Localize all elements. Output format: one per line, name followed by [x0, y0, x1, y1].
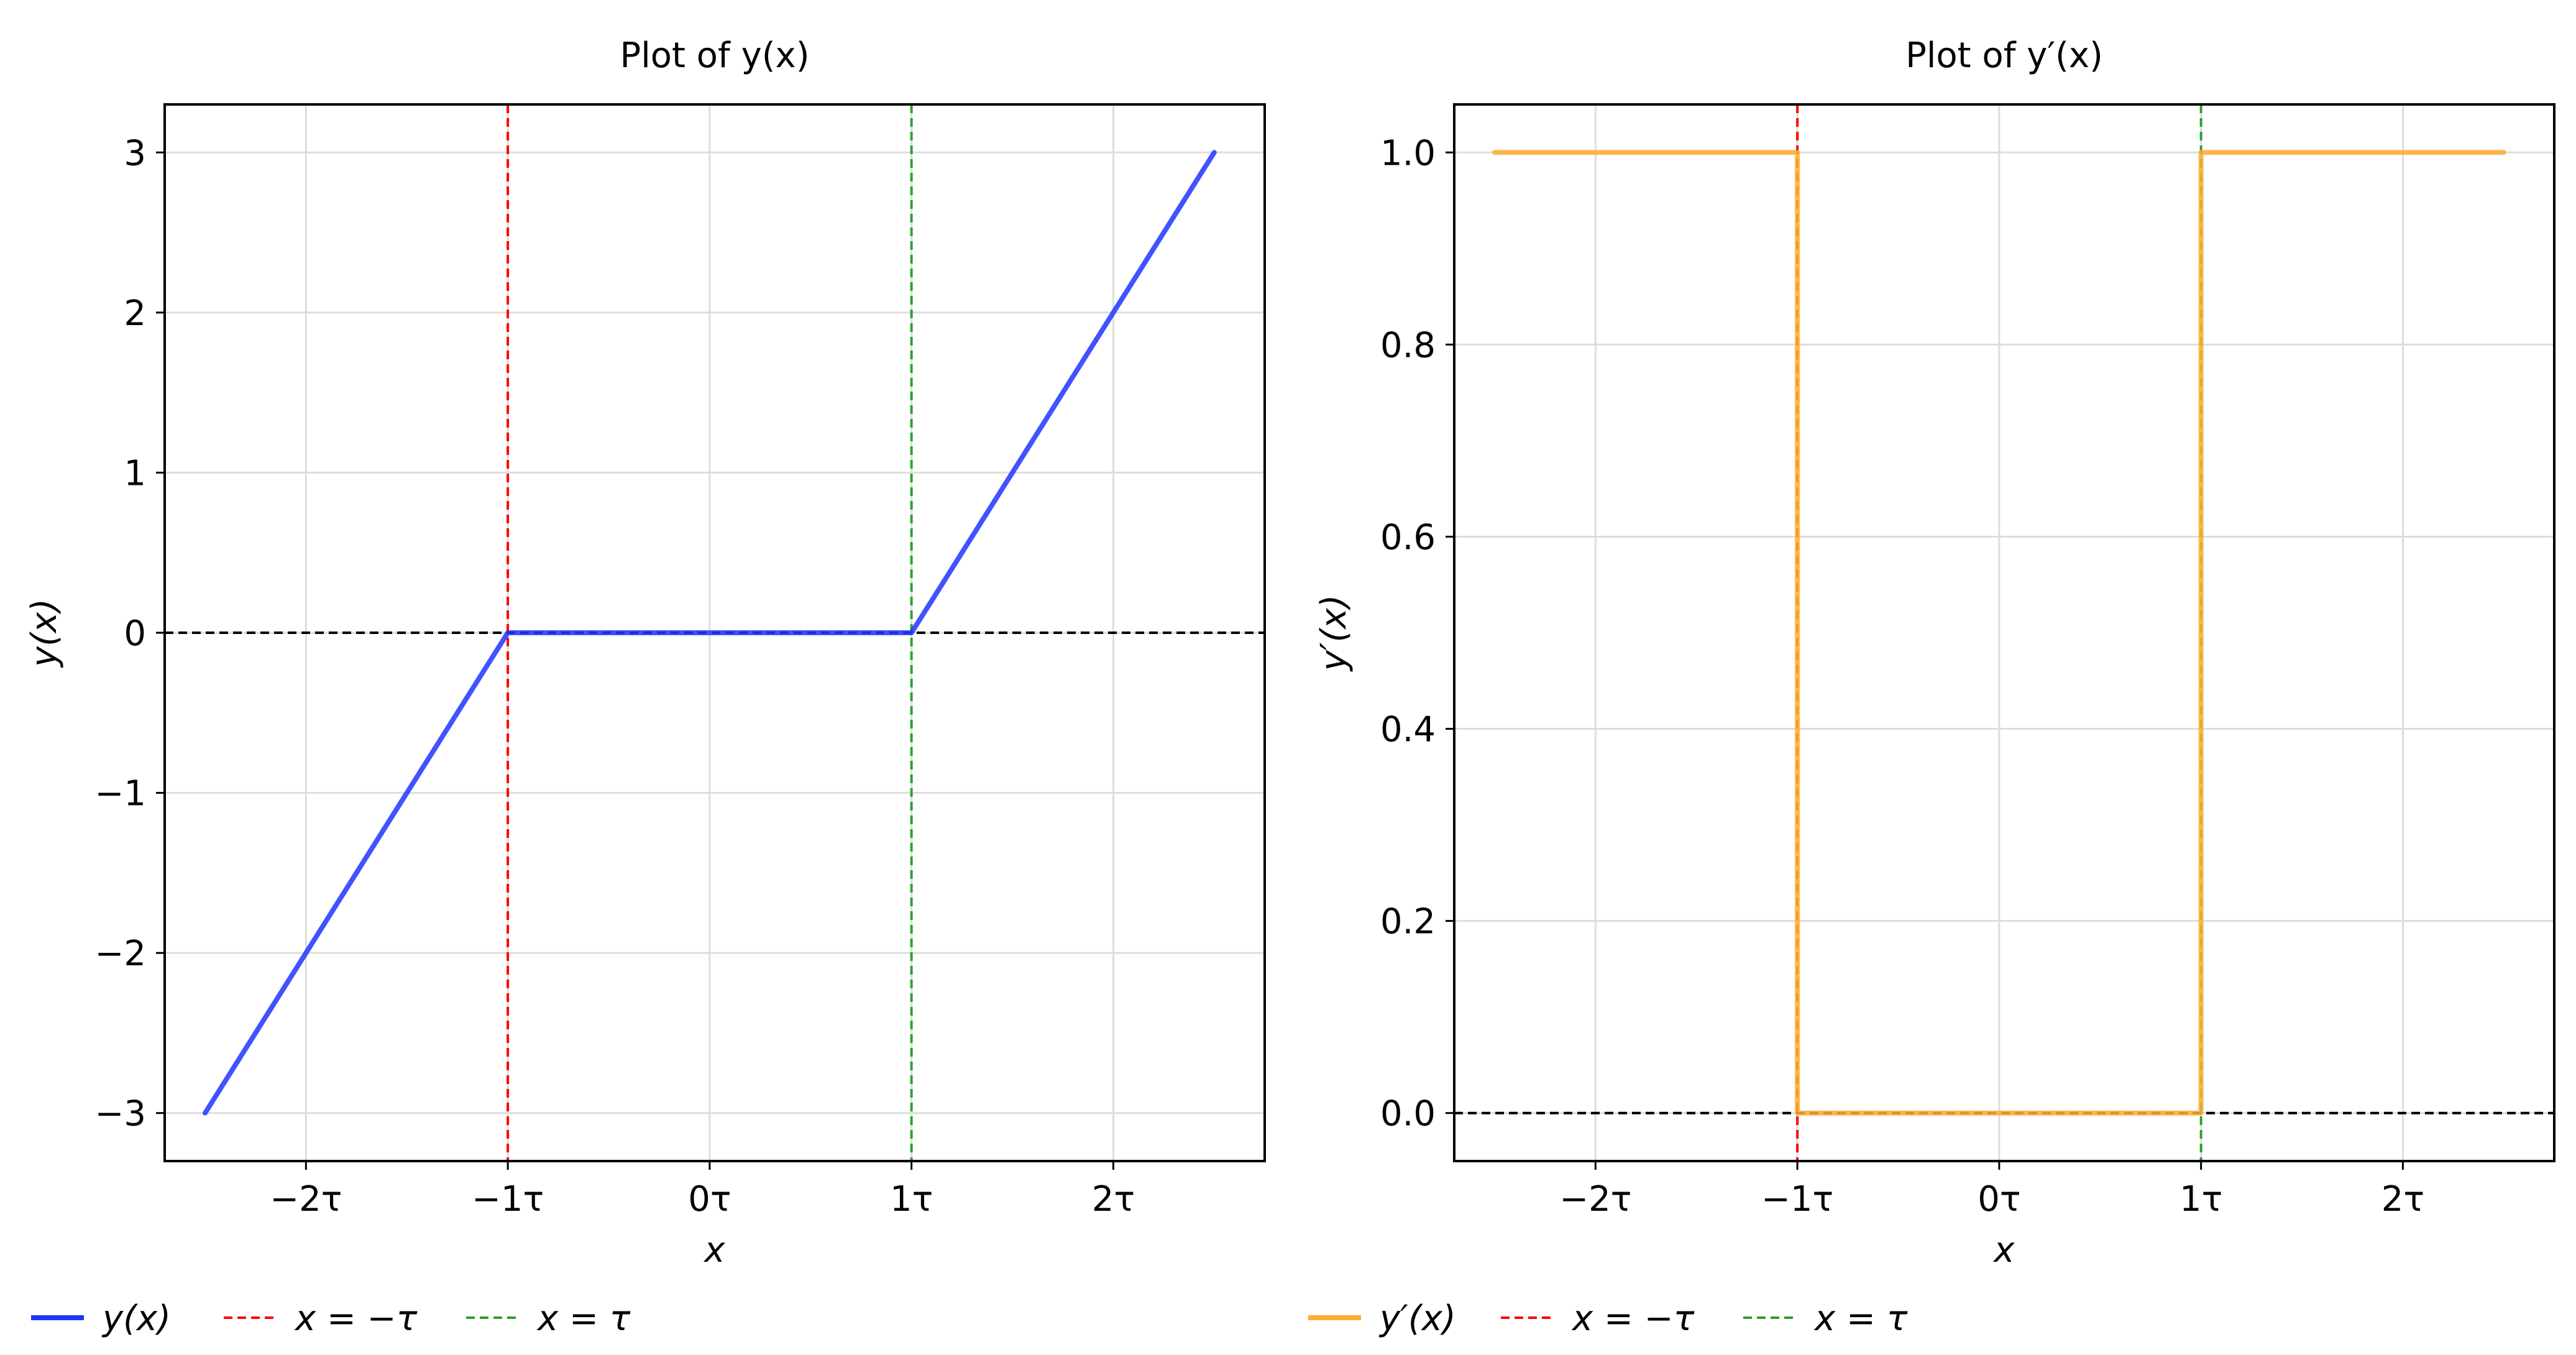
y-tick-label: 0 — [124, 613, 146, 654]
y-tick-label: −1 — [94, 774, 146, 814]
y-tick-label: 0.4 — [1380, 710, 1436, 750]
legend: y′(x) x = −τ x = τ — [1308, 1298, 1908, 1339]
y-axis-label: y(x) — [24, 599, 65, 668]
y-tick-label: 1.0 — [1380, 133, 1436, 173]
x-tick-label: 2τ — [2381, 1179, 2424, 1220]
x-tick-label: 1τ — [2180, 1179, 2222, 1220]
x-tick-label: −2τ — [1559, 1179, 1631, 1220]
chart-title: Plot of y(x) — [620, 35, 809, 76]
legend-label: y′(x) — [1378, 1298, 1456, 1339]
legend-label: x = τ — [536, 1298, 631, 1339]
y-tick-label: −3 — [94, 1094, 146, 1134]
y-tick-label: 1 — [124, 453, 146, 494]
y-tick-label: 0.6 — [1380, 517, 1436, 558]
x-tick-label: 0τ — [1978, 1179, 2020, 1220]
legend-label: x = −τ — [294, 1298, 418, 1339]
x-tick-label: −2τ — [270, 1179, 342, 1220]
chart-title: Plot of y′(x) — [1905, 35, 2103, 76]
legend-label: x = τ — [1813, 1298, 1908, 1339]
chart-panel-2: −2τ −1τ 0τ 1τ 2τ 0.0 0.2 0.4 0.6 0.8 1.0 Plot of y′… — [1308, 35, 2555, 1339]
x-tick-label: 1τ — [890, 1179, 933, 1220]
legend-label: y(x) — [101, 1298, 171, 1339]
x-tick-label: −1τ — [1761, 1179, 1833, 1220]
y-tick-label: 0.0 — [1380, 1094, 1436, 1134]
y-tick-label: 3 — [124, 133, 146, 173]
y-tick-label: 2 — [124, 293, 146, 334]
x-tick-label: 0τ — [688, 1179, 731, 1220]
x-axis-label: x — [1992, 1230, 2015, 1270]
legend: y(x) x = −τ x = τ — [31, 1298, 631, 1339]
x-axis-label: x — [703, 1230, 725, 1270]
x-tick-label: −1τ — [472, 1179, 544, 1220]
y-tick-label: 0.8 — [1380, 325, 1436, 365]
x-tick-label: 2τ — [1092, 1179, 1135, 1220]
y-axis-label: y′(x) — [1314, 595, 1354, 673]
plot-frame — [1453, 103, 2555, 1162]
series-line-y — [202, 150, 1217, 1116]
y-tick-label: −2 — [94, 934, 146, 974]
y-tick-label: 0.2 — [1380, 902, 1436, 942]
series-line-y-prime — [1492, 150, 2506, 1116]
legend-label: x = −τ — [1571, 1298, 1695, 1339]
